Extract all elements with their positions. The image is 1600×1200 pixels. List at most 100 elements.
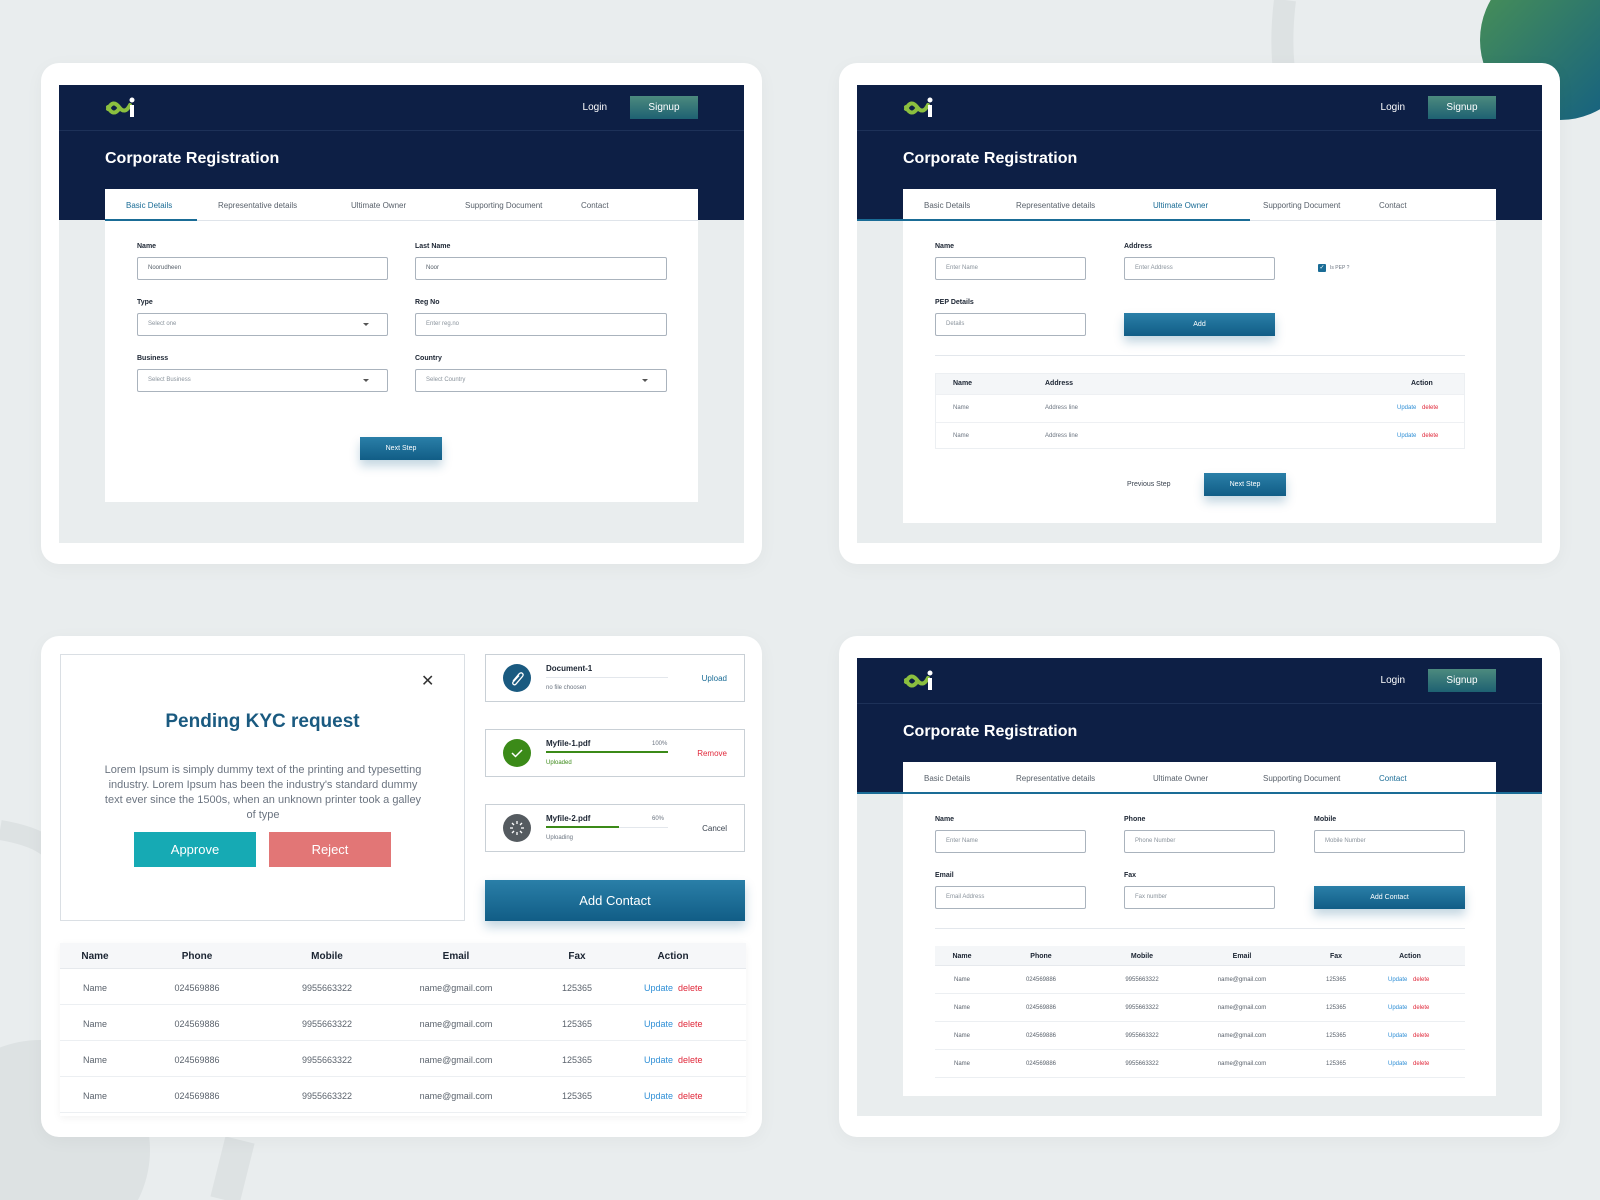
add-contact-button[interactable]: Add Contact (1314, 886, 1465, 909)
delete-link[interactable]: delete (1422, 433, 1439, 439)
country-label: Country (415, 355, 442, 362)
cell-fax: 125365 (1325, 1033, 1347, 1039)
delete-link[interactable]: delete (1413, 1005, 1430, 1011)
update-link[interactable]: Update (1397, 405, 1417, 411)
tab-supporting-document[interactable]: Supporting Document (465, 201, 543, 210)
name-label: Name (935, 816, 955, 823)
upload-action-button[interactable]: Upload (701, 674, 727, 683)
fax-field[interactable]: Fax number (1124, 886, 1275, 909)
reject-button[interactable]: Reject (269, 832, 391, 867)
approve-button[interactable]: Approve (134, 832, 256, 867)
upload-status: no file choosen (546, 685, 587, 691)
update-link[interactable]: Update (644, 1018, 674, 1029)
close-icon[interactable]: ✕ (421, 673, 435, 690)
tab-contact[interactable]: Contact (1379, 774, 1407, 783)
previous-step-button[interactable]: Previous Step (1127, 481, 1171, 488)
page-title: Corporate Registration (105, 150, 280, 167)
country-select[interactable]: Select Country (415, 369, 667, 392)
upload-action-button[interactable]: Remove (697, 749, 727, 758)
logo-icon (904, 670, 933, 690)
delete-link[interactable]: delete (678, 1090, 703, 1101)
column-header-mobile: Mobile (1130, 952, 1154, 960)
tab-basic-details[interactable]: Basic Details (924, 774, 971, 783)
update-link[interactable]: Update (644, 982, 674, 993)
update-link[interactable]: Update (644, 1054, 674, 1065)
update-link[interactable]: Update (1388, 1033, 1408, 1039)
login-link[interactable]: Login (1380, 675, 1405, 686)
tab-representative-details[interactable]: Representative details (1016, 201, 1096, 210)
tab-basic-details[interactable]: Basic Details (924, 201, 971, 210)
type-select[interactable]: Select one (137, 313, 388, 336)
business-select[interactable]: Select Business (137, 369, 388, 392)
delete-link[interactable]: delete (678, 1054, 703, 1065)
pep-checkbox[interactable]: ✓ (1318, 264, 1326, 272)
active-tab-indicator (857, 792, 1542, 794)
signup-button[interactable]: Signup (1428, 96, 1496, 119)
column-header-name: Name (953, 380, 973, 387)
tab-supporting-document[interactable]: Supporting Document (1263, 201, 1341, 210)
cell-email: name@gmail.com (419, 1018, 493, 1029)
upload-action-button[interactable]: Cancel (702, 824, 727, 833)
column-header-name: Name (952, 952, 972, 960)
tab-contact[interactable]: Contact (581, 201, 609, 210)
login-link[interactable]: Login (1380, 102, 1405, 113)
delete-link[interactable]: delete (1413, 977, 1430, 983)
cell-email: name@gmail.com (419, 1054, 493, 1065)
cell-name: Name (953, 405, 970, 411)
add-button[interactable]: Add (1124, 313, 1275, 336)
signup-button[interactable]: Signup (1428, 669, 1496, 692)
tab-supporting-document[interactable]: Supporting Document (1263, 774, 1341, 783)
owner-table: Name Address Action Name Address line Up… (935, 373, 1465, 449)
update-link[interactable]: Update (1388, 1005, 1408, 1011)
business-select-value: Select Business (148, 377, 191, 383)
cell-phone: 024569886 (174, 982, 220, 993)
update-link[interactable]: Update (1397, 433, 1417, 439)
upload-item: Myfile-1.pdf 100% Uploaded Remove (485, 729, 745, 777)
delete-link[interactable]: delete (1413, 1061, 1430, 1067)
tab-ultimate-owner[interactable]: Ultimate Owner (351, 201, 407, 210)
update-link[interactable]: Update (644, 1090, 674, 1101)
delete-link[interactable]: delete (1413, 1033, 1430, 1039)
last-name-field[interactable]: Noor (415, 257, 667, 280)
dialog-body: Lorem Ipsum is simply dummy text of the … (104, 764, 422, 821)
login-link[interactable]: Login (582, 102, 607, 113)
address-field[interactable]: Enter Address (1124, 257, 1275, 280)
email-field[interactable]: Email Address (935, 886, 1086, 909)
next-step-button[interactable]: Next Step (1204, 473, 1286, 496)
tab-representative-details[interactable]: Representative details (1016, 774, 1096, 783)
tab-ultimate-owner[interactable]: Ultimate Owner (1153, 774, 1209, 783)
tab-ultimate-owner[interactable]: Ultimate Owner (1153, 201, 1209, 210)
cell-phone: 024569886 (174, 1054, 220, 1065)
card-contact: Login Signup Corporate Registration Basi… (839, 636, 1560, 1137)
upload-percent: 60% (652, 816, 665, 822)
type-select-value: Select one (148, 321, 177, 327)
delete-link[interactable]: delete (678, 982, 703, 993)
reg-no-field[interactable]: Enter reg.no (415, 313, 667, 336)
phone-field[interactable]: Phone Number (1124, 830, 1275, 853)
mobile-field[interactable]: Mobile Number (1314, 830, 1465, 853)
tab-contact[interactable]: Contact (1379, 201, 1407, 210)
tab-representative-details[interactable]: Representative details (218, 201, 298, 210)
table-header (935, 946, 1465, 966)
signup-button[interactable]: Signup (630, 96, 698, 119)
delete-link[interactable]: delete (678, 1018, 703, 1029)
update-link[interactable]: Update (1388, 977, 1408, 983)
name-field[interactable]: Enter Name (935, 257, 1086, 280)
tab-basic-details[interactable]: Basic Details (126, 201, 173, 210)
email-label: Email (935, 872, 954, 879)
cell-phone: 024569886 (1025, 977, 1057, 983)
update-link[interactable]: Update (1388, 1061, 1408, 1067)
card-components: ✕ Pending KYC request Lorem Ipsum is sim… (41, 636, 762, 1137)
table-row: Name 024569886 9955663322 name@gmail.com 125… (935, 1022, 1465, 1050)
next-step-button[interactable]: Next Step (360, 437, 442, 460)
add-contact-button[interactable]: Add Contact (485, 880, 745, 921)
delete-link[interactable]: delete (1422, 405, 1439, 411)
kyc-dialog: ✕ Pending KYC request Lorem Ipsum is sim… (60, 654, 465, 921)
name-field[interactable]: Enter Name (935, 830, 1086, 853)
name-field[interactable]: Noorudheen (137, 257, 388, 280)
cell-name: Name (82, 1090, 107, 1101)
pep-details-field[interactable]: Details (935, 313, 1086, 336)
cell-fax: 125365 (1325, 1005, 1347, 1011)
business-label: Business (137, 355, 169, 362)
cell-mobile: 9955663322 (1125, 1033, 1159, 1039)
